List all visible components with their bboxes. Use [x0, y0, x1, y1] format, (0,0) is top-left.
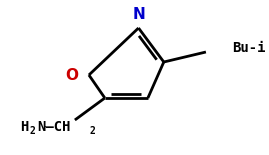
Text: O: O — [66, 67, 79, 82]
Text: 2: 2 — [90, 126, 96, 136]
Text: N—CH: N—CH — [37, 120, 71, 134]
Text: 2: 2 — [30, 126, 36, 136]
Text: H: H — [21, 120, 29, 134]
Text: Bu-i: Bu-i — [232, 41, 266, 55]
Text: N: N — [132, 7, 145, 22]
